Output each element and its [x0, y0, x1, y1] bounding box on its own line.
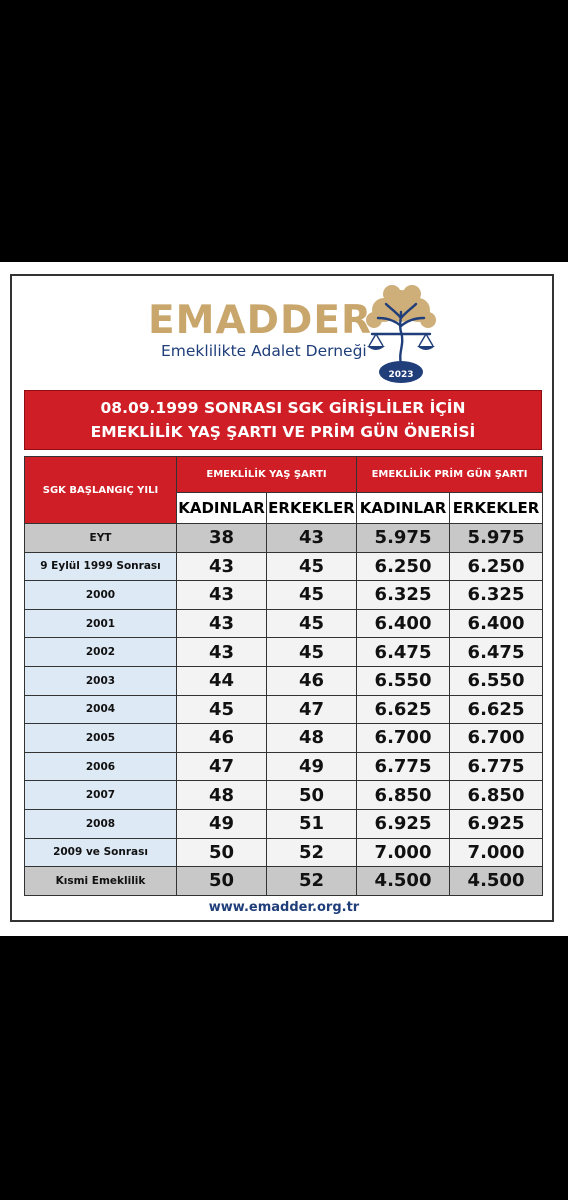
age-men: 45	[265, 608, 358, 639]
prim-women: 6.550	[356, 665, 451, 696]
prim-men: 4.500	[449, 866, 544, 896]
age-women: 43	[176, 551, 267, 582]
row-label: EYT	[24, 523, 177, 553]
prim-women: 6.775	[356, 751, 451, 782]
prim-men: 6.400	[449, 608, 544, 639]
age-women: 43	[176, 608, 267, 639]
age-women: 50	[176, 866, 267, 896]
prim-men: 6.700	[449, 723, 544, 753]
prim-men: 6.625	[449, 694, 544, 725]
prim-women: 6.475	[356, 637, 451, 667]
table-row: 2006 47 49 6.775 6.775	[24, 751, 544, 782]
col-header-start-year: SGK BAŞLANGIÇ YILI	[24, 456, 177, 524]
age-women: 47	[176, 751, 267, 782]
group-header-age: EMEKLİLİK YAŞ ŞARTI	[175, 456, 358, 493]
prim-women: 6.400	[356, 608, 451, 639]
table-row: 2003 44 46 6.550 6.550	[24, 665, 544, 696]
retirement-table: SGK BAŞLANGIÇ YILI EMEKLİLİK YAŞ ŞARTI E…	[24, 456, 544, 896]
age-men: 45	[265, 551, 358, 582]
prim-women: 6.925	[356, 808, 451, 839]
age-men: 47	[265, 694, 358, 725]
age-women: 45	[176, 694, 267, 725]
title-banner: 08.09.1999 SONRASI SGK GİRİŞLİLER İÇİN E…	[24, 390, 542, 450]
prim-women: 6.700	[356, 723, 451, 753]
age-women: 43	[176, 580, 267, 610]
row-label: 2009 ve Sonrası	[24, 837, 177, 868]
col-header-age-men: ERKEKLER	[265, 492, 358, 524]
table-row: Kısmi Emeklilik 50 52 4.500 4.500	[24, 866, 544, 896]
age-men: 49	[265, 751, 358, 782]
age-men: 45	[265, 580, 358, 610]
age-men: 43	[265, 523, 358, 553]
row-label: 2005	[24, 723, 177, 753]
tree-scales-emblem-icon: 2023	[366, 285, 436, 383]
age-women: 46	[176, 723, 267, 753]
prim-women: 4.500	[356, 866, 451, 896]
prim-men: 6.250	[449, 551, 544, 582]
row-label: 2006	[24, 751, 177, 782]
age-men: 48	[265, 723, 358, 753]
row-label: 2000	[24, 580, 177, 610]
table-row: 2005 46 48 6.700 6.700	[24, 723, 544, 753]
infographic-card: EMADDER Emeklilikte Adalet Derneği	[0, 262, 568, 936]
prim-men: 6.775	[449, 751, 544, 782]
age-women: 49	[176, 808, 267, 839]
prim-men: 6.925	[449, 808, 544, 839]
row-label: 2008	[24, 808, 177, 839]
table-row: 2008 49 51 6.925 6.925	[24, 808, 544, 839]
group-header-prim: EMEKLİLİK PRİM GÜN ŞARTI	[356, 456, 544, 493]
table-row: 2004 45 47 6.625 6.625	[24, 694, 544, 725]
age-men: 51	[265, 808, 358, 839]
prim-men: 6.475	[449, 637, 544, 667]
logo-wordmark: EMADDER	[148, 298, 373, 343]
row-label: 9 Eylül 1999 Sonrası	[24, 551, 177, 582]
table-row: 2009 ve Sonrası 50 52 7.000 7.000	[24, 837, 544, 868]
age-men: 46	[265, 665, 358, 696]
prim-men: 6.325	[449, 580, 544, 610]
table-row: 2001 43 45 6.400 6.400	[24, 608, 544, 639]
age-men: 50	[265, 780, 358, 810]
prim-women: 6.250	[356, 551, 451, 582]
col-header-prim-men: ERKEKLER	[449, 492, 544, 524]
table-row: 2000 43 45 6.325 6.325	[24, 580, 544, 610]
emblem-year: 2023	[388, 370, 413, 380]
age-men: 45	[265, 637, 358, 667]
table-row: EYT 38 43 5.975 5.975	[24, 523, 544, 553]
table-row: 2007 48 50 6.850 6.850	[24, 780, 544, 810]
table-row: 2002 43 45 6.475 6.475	[24, 637, 544, 667]
row-label: 2001	[24, 608, 177, 639]
col-header-prim-women: KADINLAR	[356, 492, 451, 524]
footer-url: www.emadder.org.tr	[208, 900, 360, 915]
prim-men: 6.550	[449, 665, 544, 696]
row-label: 2002	[24, 637, 177, 667]
prim-men: 5.975	[449, 523, 544, 553]
age-women: 44	[176, 665, 267, 696]
age-women: 43	[176, 637, 267, 667]
prim-women: 5.975	[356, 523, 451, 553]
age-men: 52	[265, 837, 358, 868]
table-row: 9 Eylül 1999 Sonrası 43 45 6.250 6.250	[24, 551, 544, 582]
logo-subtitle: Emeklilikte Adalet Derneği	[161, 342, 367, 360]
banner-line-1: 08.09.1999 SONRASI SGK GİRİŞLİLER İÇİN	[100, 399, 466, 417]
col-header-age-women: KADINLAR	[176, 492, 267, 524]
prim-women: 6.850	[356, 780, 451, 810]
prim-men: 6.850	[449, 780, 544, 810]
prim-women: 7.000	[356, 837, 451, 868]
age-men: 52	[265, 866, 358, 896]
row-label: 2004	[24, 694, 177, 725]
prim-women: 6.625	[356, 694, 451, 725]
banner-line-2: EMEKLİLİK YAŞ ŞARTI VE PRİM GÜN ÖNERİSİ	[90, 423, 476, 441]
age-women: 50	[176, 837, 267, 868]
row-label: 2007	[24, 780, 177, 810]
age-women: 48	[176, 780, 267, 810]
row-label: Kısmi Emeklilik	[24, 866, 177, 896]
prim-women: 6.325	[356, 580, 451, 610]
age-women: 38	[176, 523, 267, 553]
row-label: 2003	[24, 665, 177, 696]
prim-men: 7.000	[449, 837, 544, 868]
